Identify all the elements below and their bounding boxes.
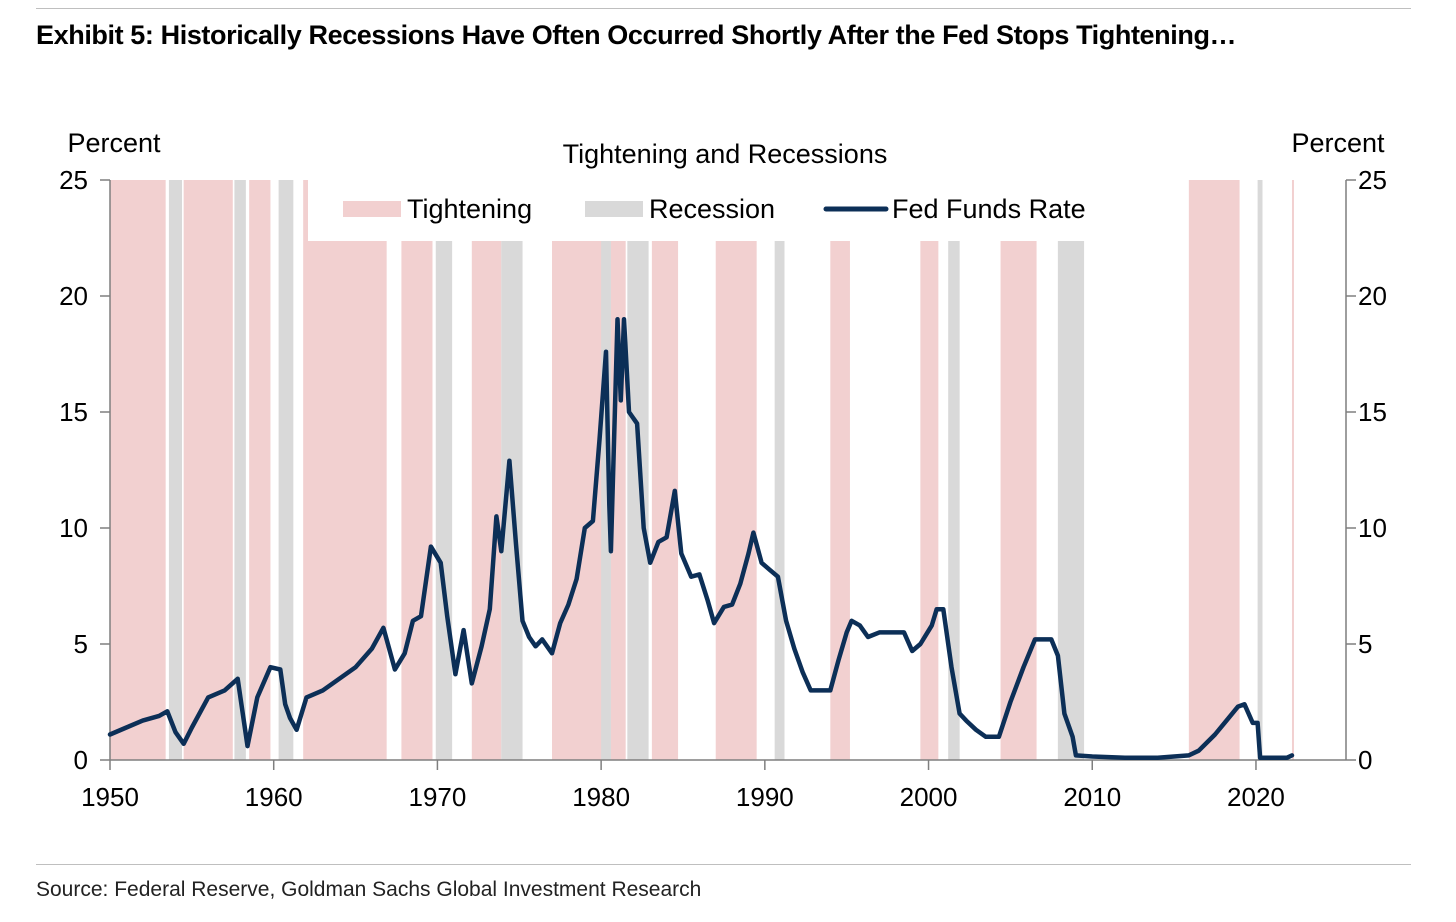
- recession-band-10: [1257, 180, 1263, 760]
- legend-label-1: Recession: [649, 194, 775, 224]
- tightening-band-13: [1188, 180, 1240, 760]
- y-tick-label-left-5: 25: [59, 165, 88, 195]
- legend-swatch-0: [343, 201, 401, 217]
- tightening-band-8: [651, 180, 679, 760]
- tightening-band-10: [830, 180, 850, 760]
- legend-label-0: Tightening: [407, 194, 532, 224]
- legend: Tightening Recession Fed Funds Rate: [343, 194, 1086, 224]
- recession-band-5: [601, 180, 611, 760]
- recession-band-9: [1057, 180, 1085, 760]
- exhibit-title: Exhibit 5: Historically Recessions Have …: [36, 20, 1237, 50]
- x-tick-label-5: 2000: [900, 782, 958, 812]
- tightening-band-3: [303, 180, 387, 760]
- legend-box: [308, 180, 1138, 241]
- fed-funds-chart: Tightening Recession Fed Funds Rate Tighte…: [59, 128, 1387, 812]
- recession-band-2: [278, 180, 294, 760]
- recession-band-8: [948, 180, 960, 760]
- source-note: Source: Federal Reserve, Goldman Sachs G…: [36, 878, 702, 901]
- y-tick-label-left-2: 10: [59, 513, 88, 543]
- chart-title: Tightening and Recessions: [563, 139, 888, 169]
- x-tick-label-0: 1950: [81, 782, 139, 812]
- tightening-band-2: [249, 180, 271, 760]
- y-tick-label-left-0: 0: [74, 745, 88, 775]
- x-tick-label-2: 1970: [408, 782, 466, 812]
- shaded-bands: [110, 180, 1294, 760]
- tightening-band-4: [401, 180, 433, 760]
- y-tick-label-left-3: 15: [59, 397, 88, 427]
- y-tick-label-right-2: 10: [1358, 513, 1387, 543]
- recession-band-3: [435, 180, 453, 760]
- y-tick-label-right-0: 0: [1358, 745, 1372, 775]
- series-line-fed-funds-rate: [107, 316, 1295, 760]
- recession-band-1: [234, 180, 246, 760]
- y-tick-label-left-4: 20: [59, 281, 88, 311]
- x-tick-label-7: 2020: [1227, 782, 1285, 812]
- y-tick-label-right-5: 25: [1358, 165, 1387, 195]
- y-tick-label-left-1: 5: [74, 629, 88, 659]
- tightening-band-14: [1291, 180, 1294, 760]
- x-tick-label-1: 1960: [245, 782, 303, 812]
- tightening-band-0: [110, 180, 166, 760]
- recession-band-7: [774, 180, 785, 760]
- tightening-band-12: [1000, 180, 1037, 760]
- top-rule: [36, 8, 1411, 9]
- y-tick-label-right-1: 5: [1358, 629, 1372, 659]
- y-axis-label-left: Percent: [67, 128, 161, 158]
- bottom-rule: [36, 864, 1411, 865]
- recession-band-0: [168, 180, 183, 760]
- x-tick-label-3: 1980: [572, 782, 630, 812]
- tightening-band-11: [920, 180, 939, 760]
- x-tick-label-4: 1990: [736, 782, 794, 812]
- y-axis-label-right: Percent: [1291, 128, 1385, 158]
- legend-background: [308, 180, 1138, 241]
- legend-label-2: Fed Funds Rate: [892, 194, 1086, 224]
- legend-swatch-1: [585, 201, 643, 217]
- tightening-band-1: [183, 180, 233, 760]
- x-tick-label-6: 2010: [1063, 782, 1121, 812]
- y-tick-label-right-4: 20: [1358, 281, 1387, 311]
- y-tick-label-right-3: 15: [1358, 397, 1387, 427]
- tightening-band-9: [715, 180, 757, 760]
- series-layer: [107, 316, 1295, 760]
